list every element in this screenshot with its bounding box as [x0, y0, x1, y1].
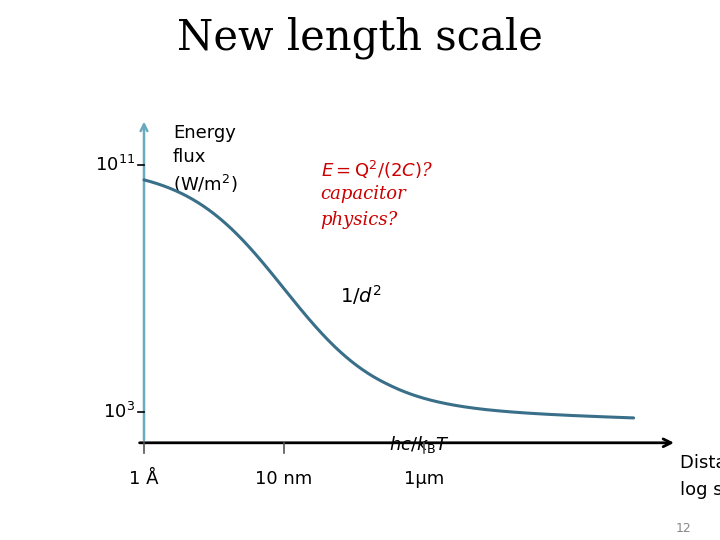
Text: $10^3$: $10^3$ [104, 402, 135, 422]
Text: physics?: physics? [320, 211, 397, 229]
Text: flux: flux [173, 148, 206, 166]
Text: capacitor: capacitor [320, 185, 406, 203]
Text: New length scale: New length scale [177, 16, 543, 59]
Text: Energy: Energy [173, 124, 235, 142]
Text: 1μm: 1μm [404, 470, 444, 488]
Text: (W/m$^2$): (W/m$^2$) [173, 173, 238, 195]
Text: $10^{11}$: $10^{11}$ [95, 155, 135, 175]
Text: 10 nm: 10 nm [256, 470, 312, 488]
Text: $hc/k_\mathrm{B}T$: $hc/k_\mathrm{B}T$ [389, 434, 450, 455]
Text: 12: 12 [675, 522, 691, 535]
Text: log scale: log scale [680, 481, 720, 498]
Text: 1 Å: 1 Å [130, 470, 158, 488]
Text: $E = \mathrm{Q}^2/(2C)$?: $E = \mathrm{Q}^2/(2C)$? [320, 159, 433, 181]
Text: $1/d^2$: $1/d^2$ [340, 283, 382, 307]
Text: Distance: Distance [680, 454, 720, 471]
